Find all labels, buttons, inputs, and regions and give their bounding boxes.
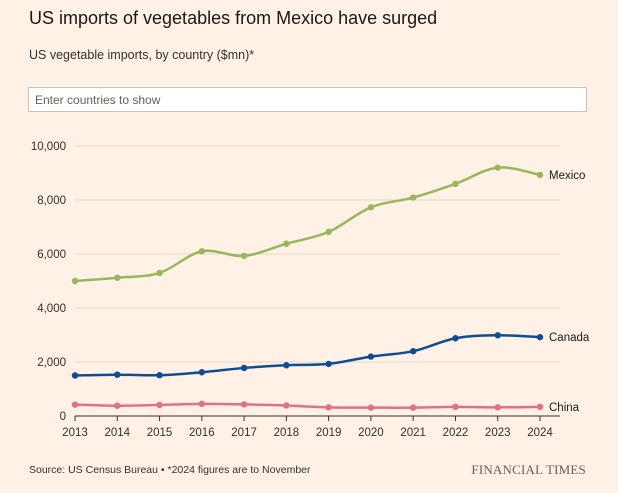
x-tick-label: 2018 — [274, 427, 300, 439]
mexico-data-point — [240, 252, 248, 260]
x-tick-label: 2019 — [316, 427, 342, 439]
china-data-point — [325, 404, 332, 411]
x-tick-label: 2016 — [189, 427, 215, 439]
canada-data-point — [198, 369, 206, 376]
china-data-point — [283, 402, 290, 409]
canada-data-point — [536, 333, 544, 341]
x-tick-label: 2013 — [62, 427, 88, 439]
mexico-series-line — [73, 166, 542, 283]
x-tick-label: 2015 — [147, 427, 173, 439]
x-tick-label: 2022 — [443, 427, 469, 439]
canada-data-point — [156, 372, 163, 379]
country-search-input[interactable] — [28, 87, 587, 112]
canada-series-line — [73, 334, 542, 377]
china-data-point — [114, 402, 121, 409]
canada-data-point — [367, 353, 375, 360]
mexico-data-point — [452, 180, 459, 187]
mexico-data-point — [114, 274, 121, 281]
line-chart: 0 2,000 4,000 6,000 8,000 10,000 2013 2014 2015 2… — [31, 141, 590, 439]
mexico-data-point — [536, 171, 544, 179]
mexico-data-point — [71, 277, 79, 285]
y-tick-label: 4,000 — [37, 303, 66, 315]
canada-data-point — [494, 332, 501, 339]
source-note: Source: US Census Bureau • *2024 figures… — [29, 464, 311, 476]
mexico-data-point — [325, 228, 332, 236]
mexico-data-point — [367, 204, 375, 211]
x-tick-label: 2021 — [400, 427, 426, 439]
china-data-point — [198, 400, 206, 408]
mexico-data-point — [494, 164, 501, 171]
canada-data-point — [240, 364, 248, 372]
y-tick-label: 8,000 — [37, 195, 66, 207]
china-series-line — [73, 402, 542, 409]
canada-data-point — [325, 360, 332, 368]
china-data-point — [494, 404, 501, 411]
mexico-data-point — [409, 194, 417, 201]
china-data-point — [71, 401, 79, 408]
canada-data-point — [114, 371, 121, 378]
china-data-point — [156, 401, 163, 409]
chart-subtitle: US vegetable imports, by country ($mn)* — [29, 48, 255, 62]
x-tick-label: 2023 — [485, 427, 511, 439]
chart-title: US imports of vegetables from Mexico hav… — [29, 8, 438, 28]
canada-data-point — [452, 335, 459, 342]
canada-data-point — [409, 348, 417, 355]
china-data-point — [536, 403, 544, 411]
y-tick-label: 0 — [60, 411, 66, 423]
mexico-data-point — [198, 248, 206, 255]
mexico-data-point — [283, 240, 290, 247]
x-tick-label: 2020 — [358, 427, 384, 439]
ft-logo: FINANCIAL TIMES — [471, 462, 586, 477]
canada-series-label: Canada — [549, 332, 590, 344]
y-tick-label: 6,000 — [37, 249, 66, 261]
x-tick-label: 2024 — [527, 427, 553, 439]
mexico-data-point — [156, 269, 163, 277]
china-data-point — [240, 401, 248, 408]
y-tick-label: 2,000 — [37, 357, 66, 369]
canada-data-point — [71, 372, 79, 379]
x-tick-label: 2014 — [104, 427, 130, 439]
china-data-point — [452, 403, 459, 411]
china-series-label: China — [549, 402, 580, 414]
y-tick-label: 10,000 — [31, 141, 66, 153]
china-data-point — [367, 404, 375, 411]
x-tick-label: 2017 — [231, 427, 257, 439]
canada-data-point — [283, 362, 290, 369]
mexico-series-label: Mexico — [549, 170, 585, 182]
china-data-point — [409, 404, 417, 411]
